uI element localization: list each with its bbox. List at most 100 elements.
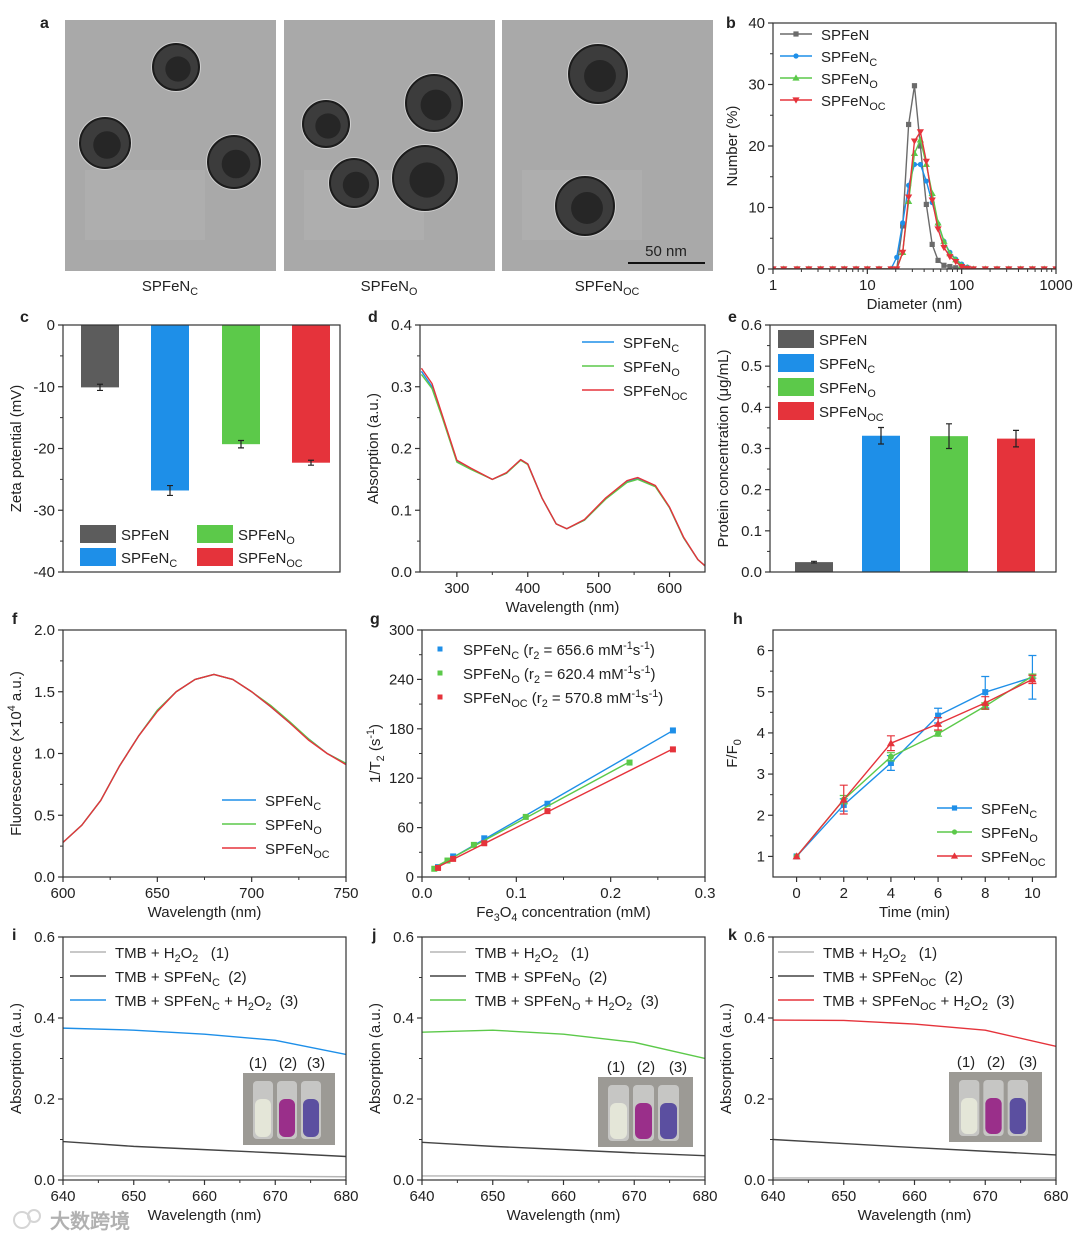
legend-label: SPFeNC: [981, 801, 1037, 821]
legend-label: SPFeNO: [623, 359, 680, 379]
nanoparticle-core: [221, 149, 251, 179]
y-tick-label: 0.5: [34, 807, 55, 824]
tube-solution: [255, 1099, 271, 1137]
inset-label: (2): [279, 1055, 297, 1072]
legend-item: SPFeNC: [937, 801, 1037, 821]
x-tick-label: 0: [792, 885, 800, 902]
bar: [795, 562, 833, 572]
panel-j: TMB + H2O2 (1) TMB + SPFeNO (2) TMB + SPFe…: [417, 936, 706, 1185]
series-line: [63, 1027, 346, 1056]
inset-label: (3): [1019, 1054, 1037, 1071]
data-point: [935, 712, 942, 719]
panel-label-k: k: [728, 927, 737, 944]
series-line: [773, 1138, 1056, 1156]
y-axis-label: Protein concentration (μg/mL): [715, 350, 732, 548]
series-0: [435, 727, 676, 871]
data-point: [923, 201, 929, 208]
series-line: [773, 139, 1056, 269]
y-tick-label: 40: [748, 15, 765, 32]
y-tick-label: -30: [33, 502, 55, 519]
inset-photo: [243, 1073, 335, 1145]
legend: SPFeNC SPFeNO SPFeNOC: [582, 335, 688, 403]
legend: SPFeN SPFeNC SPFeNO SPFeNOC: [80, 525, 303, 570]
data-point: [773, 266, 777, 269]
legend-swatch: [197, 525, 233, 543]
y-tick-label: 0: [757, 261, 765, 278]
data-point: [900, 220, 906, 226]
series-line: [63, 1175, 346, 1178]
y-tick-label: 30: [748, 77, 765, 94]
y-tick-label: 0.0: [744, 1172, 765, 1189]
series-2: [422, 1029, 705, 1060]
x-tick-label: 0.1: [506, 885, 527, 902]
y-axis-label: Fluorescence (×104 a.u.): [6, 671, 25, 836]
x-tick-label: 640: [760, 1188, 785, 1205]
series-line: [420, 367, 705, 567]
x-tick-label: 670: [622, 1188, 647, 1205]
y-tick-label: -40: [33, 564, 55, 581]
plot-area: [63, 1027, 346, 1178]
data-point: [928, 197, 936, 204]
data-point: [934, 719, 943, 727]
legend-label: SPFeNO: [981, 825, 1038, 845]
data-point: [669, 727, 676, 734]
data-point: [952, 259, 960, 266]
watermark-text: 大数跨境: [50, 1209, 130, 1233]
x-tick-label: 650: [480, 1188, 505, 1205]
legend-label: SPFeNC: [819, 356, 875, 376]
x-tick-label: 10: [859, 277, 876, 294]
legend-label: SPFeNC (r2 = 656.6 mM-1s-1): [463, 640, 655, 662]
data-point: [780, 266, 788, 269]
x-tick-label: 650: [145, 885, 170, 902]
legend-label: SPFeNOC: [623, 383, 688, 403]
legend-item: SPFeNOC: [937, 849, 1046, 869]
data-point: [626, 759, 633, 766]
data-point: [1017, 266, 1025, 269]
inset-label: (3): [669, 1059, 687, 1076]
series-1: [431, 759, 633, 872]
legend-item: TMB + H2O2 (1): [70, 945, 229, 965]
legend: TMB + H2O2 (1) TMB + SPFeNO (2) TMB + SPFe…: [430, 945, 659, 1013]
data-point: [1028, 675, 1037, 683]
legend-item: TMB + SPFeNO + H2O2 (3): [430, 993, 659, 1013]
error-bar: [811, 560, 817, 564]
y-tick-label: 180: [389, 721, 414, 738]
panel-label-h: h: [733, 611, 743, 628]
plot-area: [792, 654, 1037, 860]
legend-label: SPFeNC: [821, 49, 877, 69]
legend-marker: [437, 646, 443, 652]
panel-h: SPFeNC SPFeNO SPFeNOC: [768, 629, 1057, 882]
legend-item: SPFeNO: [197, 525, 295, 547]
error-bar: [308, 459, 314, 466]
y-tick-label: 0.4: [34, 1010, 55, 1027]
x-tick-label: 640: [409, 1188, 434, 1205]
tube-solution: [660, 1103, 677, 1139]
data-point: [470, 841, 477, 848]
series-line: [773, 131, 1056, 269]
series-0: [422, 1175, 705, 1178]
data-point: [929, 241, 935, 247]
x-axis-label: Wavelength (nm): [148, 904, 262, 921]
inset-photo: [949, 1072, 1042, 1142]
plot-area: [795, 423, 1035, 572]
legend-label: SPFeNO: [821, 71, 878, 91]
data-point: [805, 266, 813, 269]
plot-area: [773, 1019, 1056, 1179]
plot-area: [422, 1029, 705, 1178]
data-point: [946, 254, 954, 261]
x-axis-label: Wavelength (nm): [148, 1207, 262, 1224]
x-tick-label: 750: [333, 885, 358, 902]
legend-item: SPFeNO (r2 = 620.4 mM-1s-1): [437, 664, 655, 686]
legend-label: SPFeNOC: [238, 550, 303, 570]
data-point: [829, 266, 837, 269]
legend-item: SPFeNO: [778, 378, 876, 400]
y-axis-label: 1/T2 (s-1): [365, 724, 387, 783]
x-tick-label: 650: [121, 1188, 146, 1205]
x-tick-label: 4: [887, 885, 895, 902]
data-point: [935, 730, 942, 737]
x-tick-label: 8: [981, 885, 989, 902]
nanoparticle-core: [93, 131, 121, 159]
legend-item: TMB + SPFeNOC (2): [778, 969, 963, 989]
error-bar: [97, 383, 103, 392]
legend-label: SPFeNOC (r2 = 570.8 mM-1s-1): [463, 688, 663, 710]
